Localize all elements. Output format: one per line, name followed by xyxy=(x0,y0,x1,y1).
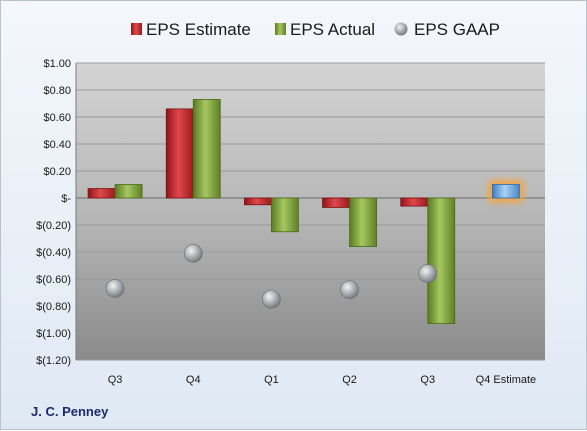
legend-swatch-eps-actual xyxy=(275,23,286,35)
y-tick-label: $0.80 xyxy=(43,85,71,97)
bar-eps-actual xyxy=(271,197,299,233)
bar-eps-estimate xyxy=(400,197,429,207)
point-eps-gaap xyxy=(183,244,203,263)
legend-label-eps-gaap: EPS GAAP xyxy=(414,20,500,39)
y-tick-label: $(1.20) xyxy=(36,355,71,367)
point-eps-gaap xyxy=(418,264,438,283)
bars xyxy=(87,99,525,324)
legend-swatch-eps-estimate xyxy=(131,23,142,35)
x-tick-label: Q3 xyxy=(108,374,123,386)
y-axis: $1.00 $0.80 $0.60 $0.40 $0.20 $- $(0.20) $(0.40… xyxy=(36,58,77,367)
bar-eps-estimate xyxy=(244,197,272,206)
x-axis: Q3 Q4 Q1 Q2 Q3 Q4 Estimate xyxy=(76,197,545,386)
legend-swatch-eps-gaap xyxy=(394,22,408,36)
x-tick-label: Q4 Estimate xyxy=(476,374,537,386)
point-eps-gaap xyxy=(105,279,125,298)
bar-eps-actual xyxy=(427,197,456,324)
x-tick-label: Q4 xyxy=(186,374,201,386)
point-eps-gaap xyxy=(262,289,281,309)
x-tick-label: Q2 xyxy=(342,374,357,386)
bar-eps-estimate-forecast xyxy=(492,184,520,199)
x-tick-label: Q3 xyxy=(420,374,435,386)
y-tick-label: $(0.40) xyxy=(36,247,71,259)
point-eps-gaap xyxy=(340,280,359,300)
plot-area xyxy=(76,63,545,360)
bar-eps-estimate xyxy=(165,108,194,199)
y-tick-label: $(0.80) xyxy=(36,301,71,313)
x-tick-label: Q1 xyxy=(264,374,279,386)
y-tick-label: $0.40 xyxy=(43,139,71,151)
bar-eps-actual xyxy=(349,197,377,247)
y-tick-label: $0.60 xyxy=(43,112,71,124)
bar-eps-actual xyxy=(192,99,221,199)
y-tick-label: $1.00 xyxy=(43,58,71,70)
gaap-points xyxy=(105,244,438,309)
bar-eps-estimate xyxy=(322,197,350,208)
legend-label-eps-actual: EPS Actual xyxy=(290,20,375,39)
company-name: J. C. Penney xyxy=(31,404,109,419)
y-tick-label: $(0.60) xyxy=(36,274,71,286)
bar-eps-estimate xyxy=(87,188,116,199)
y-tick-label: $(1.00) xyxy=(36,328,71,340)
y-tick-label: $(0.20) xyxy=(36,220,71,232)
bar-eps-actual xyxy=(114,184,143,199)
legend: EPS Estimate EPS Actual EPS GAAP xyxy=(131,20,500,39)
legend-label-eps-estimate: EPS Estimate xyxy=(146,20,251,39)
y-tick-label: $- xyxy=(61,193,71,205)
y-tick-label: $0.20 xyxy=(43,166,71,178)
gridlines xyxy=(76,62,545,361)
